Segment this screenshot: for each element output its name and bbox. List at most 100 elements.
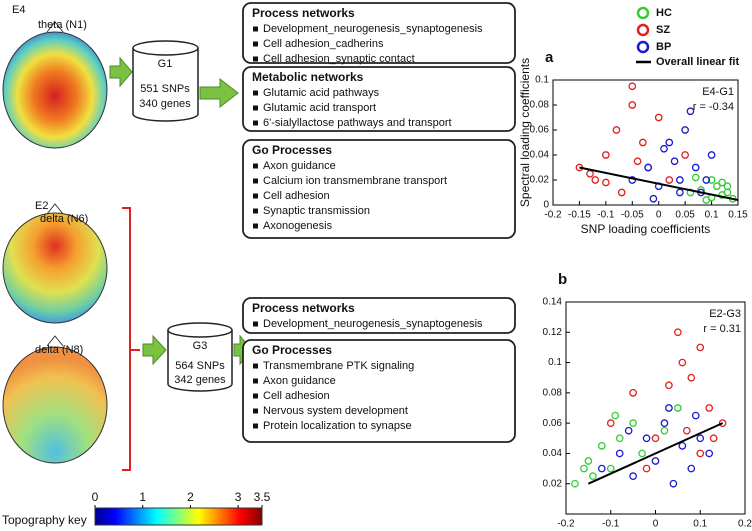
bullet <box>253 408 258 414</box>
bullet <box>253 105 258 111</box>
box-item: Glutamic acid transport <box>263 102 376 114</box>
y-tick-label: 0.06 <box>530 125 550 136</box>
point <box>606 464 615 473</box>
point <box>696 434 705 443</box>
point <box>644 163 652 172</box>
x-tick-label: -0.1 <box>597 210 615 221</box>
bullet <box>253 363 258 369</box>
box-title: Go Processes <box>252 343 332 357</box>
point <box>628 101 637 109</box>
heads <box>2 21 108 464</box>
genes: 340 genes <box>139 98 191 110</box>
x-tick-label: -0.2 <box>557 519 575 530</box>
x-tick-label: -0.15 <box>568 210 591 221</box>
bullet <box>253 321 258 327</box>
point <box>682 426 691 435</box>
point <box>638 449 646 458</box>
y-tick-label: 0.1 <box>548 357 562 368</box>
box <box>242 297 516 334</box>
point <box>707 151 716 159</box>
point <box>651 457 660 465</box>
point <box>674 404 682 412</box>
box-item: Axon guidance <box>263 375 336 387</box>
box-title: Process networks <box>252 6 355 20</box>
point <box>713 182 721 191</box>
legend-marker <box>636 40 650 54</box>
box-item: Axon guidance <box>263 160 336 172</box>
point <box>678 358 687 367</box>
y-tick-label: 0.1 <box>535 75 549 86</box>
snps: 551 SNPs <box>140 83 190 95</box>
bullet <box>253 393 258 399</box>
box-item: Glutamic acid pathways <box>263 87 380 99</box>
component: theta (N1) <box>38 19 87 31</box>
point <box>678 442 687 450</box>
point <box>588 472 597 480</box>
point <box>571 479 579 488</box>
box-item: Cell adhesion_cadherins <box>263 38 384 50</box>
point <box>660 144 668 153</box>
y-tick-label: 0.04 <box>543 448 563 459</box>
legend-label: SZ <box>656 24 670 36</box>
bullet <box>253 163 258 169</box>
point <box>696 343 705 352</box>
plot-area <box>565 301 746 515</box>
x-tick-label: 0.1 <box>693 519 707 530</box>
bullet <box>253 56 258 62</box>
point <box>615 449 624 458</box>
point <box>633 157 642 166</box>
point <box>615 434 624 443</box>
bracket <box>122 207 140 471</box>
box-item: Protein localization to synapse <box>263 420 412 432</box>
bullet <box>253 208 258 214</box>
point <box>723 182 732 191</box>
legend-label: HC <box>656 7 672 19</box>
point <box>681 151 689 159</box>
tick-label: 1 <box>139 490 146 504</box>
point <box>591 176 600 184</box>
point <box>629 389 637 397</box>
tick-label: 3 <box>235 490 242 504</box>
point <box>676 188 684 197</box>
gene-set: G1 <box>158 58 173 70</box>
point <box>718 178 726 187</box>
point <box>718 419 727 427</box>
point <box>597 442 606 450</box>
y-tick-label: 0.04 <box>530 150 550 161</box>
y-tick-label: 0.12 <box>543 327 563 338</box>
box-item: 6'-sialyllactose pathways and transport <box>263 117 452 129</box>
box <box>242 139 516 239</box>
bullet <box>253 26 258 32</box>
panel-letter: a <box>545 49 554 66</box>
box-item: Development_neurogenesis_synaptogenesis <box>263 318 483 330</box>
box <box>242 66 516 132</box>
point <box>654 113 663 122</box>
point <box>580 464 588 473</box>
point <box>617 188 626 197</box>
point <box>691 411 700 420</box>
point <box>606 419 615 427</box>
point <box>665 138 674 147</box>
cylinders <box>132 40 233 392</box>
bullet <box>253 178 258 184</box>
annotation: r = -0.34 <box>693 101 734 113</box>
box-item: Calcium ion transmembrane transport <box>263 175 447 187</box>
point <box>584 457 593 465</box>
point <box>707 176 716 184</box>
x-tick-label: 0 <box>656 210 662 221</box>
bullet <box>253 41 258 47</box>
fit-line <box>579 166 739 201</box>
point <box>687 464 696 473</box>
point <box>651 434 660 443</box>
x-axis-label: SNP loading coefficients <box>581 222 711 236</box>
y-tick-label: 0.02 <box>543 478 563 489</box>
point <box>624 426 633 435</box>
annotation: r = 0.31 <box>703 323 741 335</box>
point <box>602 151 610 159</box>
point <box>642 434 651 443</box>
bullet <box>253 378 258 384</box>
bullet <box>253 423 258 429</box>
point <box>702 176 711 184</box>
y-axis-label: Spectral loading coefficients <box>518 58 532 207</box>
box-title: Process networks <box>252 301 355 315</box>
